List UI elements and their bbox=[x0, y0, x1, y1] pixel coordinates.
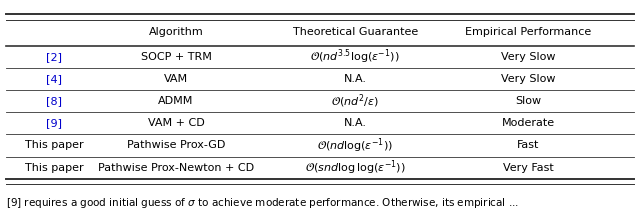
Text: Theoretical Guarantee: Theoretical Guarantee bbox=[292, 27, 418, 37]
Text: This paper: This paper bbox=[25, 140, 84, 151]
Text: $\mathcal{O}(nd^{3.5}\log(\epsilon^{-1}))$: $\mathcal{O}(nd^{3.5}\log(\epsilon^{-1})… bbox=[310, 47, 400, 66]
Text: SOCP + TRM: SOCP + TRM bbox=[141, 52, 211, 62]
Text: [4]: [4] bbox=[47, 74, 63, 84]
Text: Algorithm: Algorithm bbox=[148, 27, 204, 37]
Text: Empirical Performance: Empirical Performance bbox=[465, 27, 591, 37]
Text: VAM: VAM bbox=[164, 74, 188, 84]
Text: $\mathcal{O}(nd\log(\epsilon^{-1}))$: $\mathcal{O}(nd\log(\epsilon^{-1}))$ bbox=[317, 136, 393, 155]
Text: Very Slow: Very Slow bbox=[500, 52, 556, 62]
Text: This paper: This paper bbox=[25, 163, 84, 173]
Text: $\mathcal{O}(nd^{2}/\epsilon)$: $\mathcal{O}(nd^{2}/\epsilon)$ bbox=[332, 92, 379, 110]
Text: [9] requires a good initial guess of $\sigma$ to achieve moderate performance. O: [9] requires a good initial guess of $\s… bbox=[6, 196, 520, 210]
Text: $\bf{...}$: $\bf{...}$ bbox=[313, 1, 327, 10]
Text: VAM + CD: VAM + CD bbox=[148, 118, 204, 128]
Text: [9]: [9] bbox=[47, 118, 63, 128]
Text: N.A.: N.A. bbox=[344, 74, 367, 84]
Text: Pathwise Prox-Newton + CD: Pathwise Prox-Newton + CD bbox=[98, 163, 254, 173]
Text: $\mathcal{O}(snd\log\log(\epsilon^{-1}))$: $\mathcal{O}(snd\log\log(\epsilon^{-1}))… bbox=[305, 158, 406, 177]
Text: Moderate: Moderate bbox=[501, 118, 555, 128]
Text: Very Fast: Very Fast bbox=[502, 163, 554, 173]
Text: Slow: Slow bbox=[515, 96, 541, 106]
Text: [2]: [2] bbox=[47, 52, 63, 62]
Text: Pathwise Prox-GD: Pathwise Prox-GD bbox=[127, 140, 225, 151]
Text: N.A.: N.A. bbox=[344, 118, 367, 128]
Text: [8]: [8] bbox=[47, 96, 63, 106]
Text: ADMM: ADMM bbox=[158, 96, 194, 106]
Text: Very Slow: Very Slow bbox=[500, 74, 556, 84]
Text: Fast: Fast bbox=[517, 140, 539, 151]
